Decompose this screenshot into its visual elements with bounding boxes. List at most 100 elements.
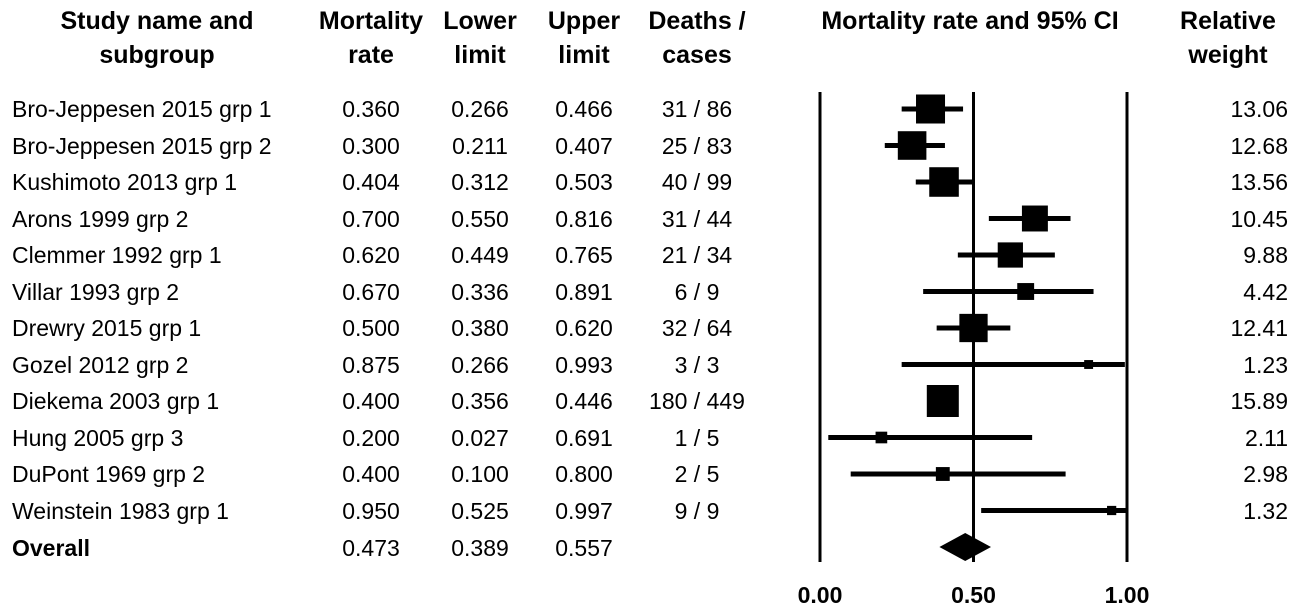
- study-name: Bro-Jeppesen 2015 grp 2: [12, 132, 272, 159]
- deaths-cases: 40 / 99: [661, 169, 733, 195]
- study-header: Study name and subgroup: [12, 4, 302, 72]
- deaths-cases: 9 / 9: [674, 497, 720, 524]
- rate-value: 0.500: [342, 315, 400, 341]
- lower-header: Lower limit: [428, 4, 532, 72]
- upper-value: 0.997: [555, 497, 613, 524]
- relative-weight: 2.98: [1243, 461, 1288, 487]
- study-name: Diekema 2003 grp 1: [12, 388, 220, 414]
- lower-value: 0.550: [451, 205, 509, 232]
- deaths-cases: 2 / 5: [674, 461, 720, 487]
- rate-header: Mortality rate: [312, 4, 430, 72]
- point-estimate-marker: [1084, 360, 1094, 369]
- upper-value: 0.620: [555, 315, 613, 341]
- rate-value: 0.360: [342, 96, 400, 122]
- x-tick-label: 1.00: [1105, 582, 1150, 607]
- weight-header: Relative weight: [1165, 4, 1291, 72]
- point-estimate-marker: [926, 385, 959, 417]
- rate-header-line1: Mortality: [318, 7, 424, 35]
- plot-title-text: Mortality rate and 95% CI: [821, 7, 1119, 35]
- relative-weight: 12.68: [1230, 132, 1288, 159]
- point-estimate-marker: [1021, 205, 1048, 232]
- study-name: Drewry 2015 grp 1: [12, 315, 202, 341]
- relative-weight: 4.42: [1243, 278, 1288, 305]
- rate-value: 0.200: [342, 424, 400, 451]
- point-estimate-marker: [897, 131, 927, 160]
- lower-value: 0.211: [452, 132, 508, 159]
- deaths-cases: 180 / 449: [649, 388, 745, 414]
- rate-value: 0.300: [342, 132, 400, 159]
- rate-value: 0.620: [342, 242, 400, 268]
- lower-value: 0.356: [451, 388, 509, 414]
- lower-value: 0.380: [451, 315, 509, 341]
- overall-rate: 0.473: [342, 535, 400, 561]
- study-name: Villar 1993 grp 2: [12, 278, 180, 305]
- upper-value: 0.800: [555, 461, 613, 487]
- deaths-header: Deaths / cases: [636, 4, 758, 72]
- rate-value: 0.700: [342, 205, 400, 232]
- rate-header-line2: rate: [348, 41, 394, 69]
- weight-header-line2: weight: [1188, 41, 1268, 69]
- study-name: Weinstein 1983 grp 1: [12, 497, 229, 524]
- overall-upper: 0.557: [555, 535, 613, 561]
- deaths-cases: 32 / 64: [661, 315, 733, 341]
- study-name: Bro-Jeppesen 2015 grp 1: [12, 96, 272, 122]
- relative-weight: 12.41: [1230, 315, 1288, 341]
- lower-header-line2: limit: [454, 41, 506, 69]
- overall-diamond: [939, 533, 991, 561]
- upper-value: 0.765: [555, 242, 613, 268]
- upper-value: 0.691: [555, 424, 613, 451]
- weight-header-line1: Relative: [1180, 7, 1276, 35]
- study-name: Clemmer 1992 grp 1: [12, 242, 222, 268]
- point-estimate-marker: [875, 431, 888, 444]
- upper-value: 0.407: [555, 132, 613, 159]
- upper-value: 0.891: [555, 278, 613, 305]
- rate-value: 0.950: [342, 497, 400, 524]
- deaths-header-line1: Deaths /: [648, 7, 746, 35]
- upper-value: 0.446: [555, 388, 613, 414]
- relative-weight: 2.11: [1244, 424, 1288, 451]
- study-name: Arons 1999 grp 2: [12, 205, 189, 232]
- study-name: Gozel 2012 grp 2: [12, 351, 189, 378]
- deaths-cases: 31 / 44: [661, 205, 733, 232]
- x-tick-label: 0.50: [951, 582, 996, 607]
- plot-title: Mortality rate and 95% CI: [780, 4, 1160, 38]
- relative-weight: 13.06: [1230, 96, 1288, 122]
- lower-value: 0.525: [451, 497, 509, 524]
- point-estimate-marker: [1107, 505, 1117, 516]
- deaths-header-line2: cases: [662, 41, 732, 69]
- point-estimate-marker: [1017, 283, 1035, 300]
- upper-header: Upper limit: [535, 4, 633, 72]
- point-estimate-marker: [997, 242, 1023, 268]
- lower-value: 0.449: [451, 242, 509, 268]
- deaths-cases: 1 / 5: [674, 424, 720, 451]
- upper-value: 0.466: [555, 96, 613, 122]
- deaths-cases: 31 / 86: [661, 96, 733, 122]
- rate-value: 0.400: [342, 388, 400, 414]
- deaths-cases: 6 / 9: [674, 278, 720, 305]
- lower-value: 0.027: [451, 424, 509, 451]
- rate-value: 0.875: [342, 351, 400, 378]
- relative-weight: 10.45: [1230, 205, 1288, 232]
- relative-weight: 9.88: [1243, 242, 1288, 268]
- deaths-cases: 3 / 3: [674, 351, 720, 378]
- relative-weight: 1.32: [1243, 497, 1288, 524]
- study-name: Hung 2005 grp 3: [12, 424, 184, 451]
- point-estimate-marker: [916, 94, 946, 124]
- study-header-line2: subgroup: [99, 41, 215, 69]
- point-estimate-marker: [929, 167, 959, 197]
- study-name: Kushimoto 2013 grp 1: [12, 169, 238, 195]
- relative-weight: 13.56: [1230, 169, 1288, 195]
- relative-weight: 15.89: [1230, 388, 1288, 414]
- lower-value: 0.312: [451, 169, 509, 195]
- lower-header-line1: Lower: [443, 7, 517, 35]
- lower-value: 0.100: [451, 461, 509, 487]
- overall-label: Overall: [12, 535, 90, 561]
- study-header-line1: Study name and: [60, 7, 254, 35]
- lower-value: 0.266: [451, 96, 509, 122]
- upper-header-line2: limit: [558, 41, 610, 69]
- upper-value: 0.816: [555, 205, 613, 232]
- study-name: DuPont 1969 grp 2: [12, 461, 206, 487]
- upper-header-line1: Upper: [547, 7, 621, 35]
- rate-value: 0.404: [342, 169, 400, 195]
